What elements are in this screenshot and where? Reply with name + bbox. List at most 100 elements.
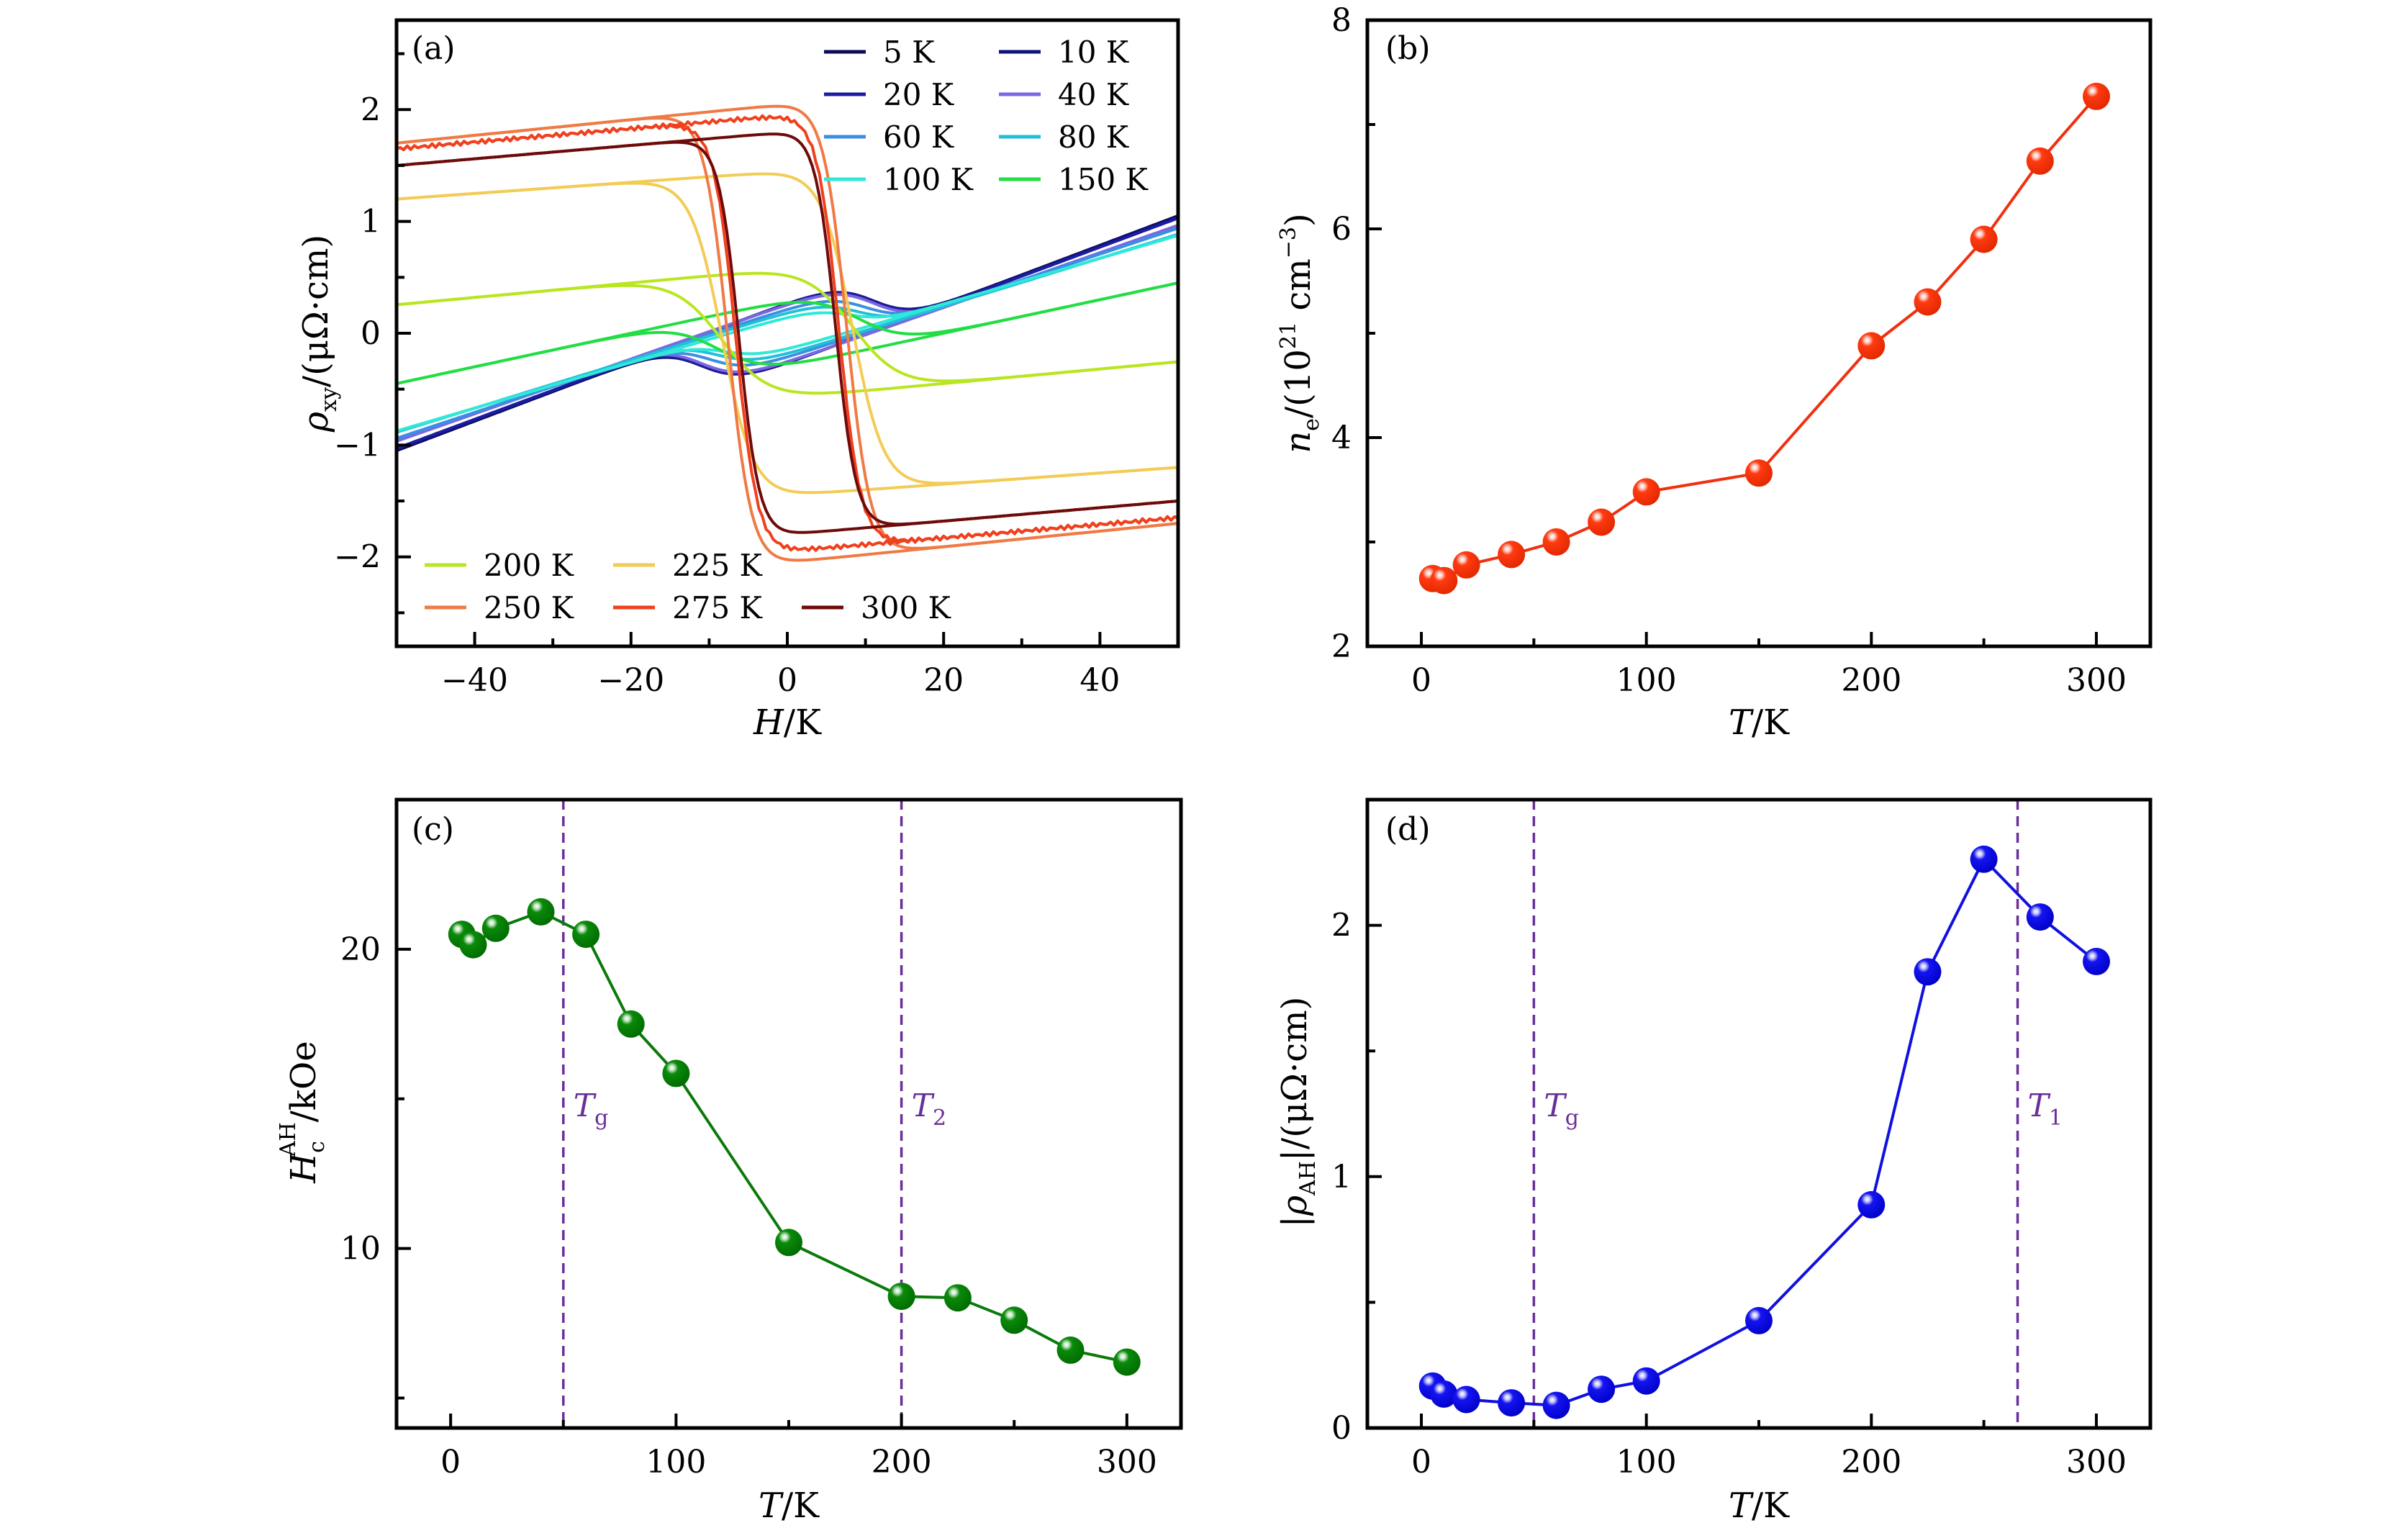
x-axis-unit: /K (782, 1486, 820, 1526)
y-axis-unit: /kOe (284, 1041, 324, 1122)
data-point-T200 (887, 1283, 915, 1311)
curve-20k-down (397, 217, 1178, 450)
y-axis-unit: |/(μΩ·cm) (1275, 997, 1315, 1161)
data-point-T200 (1857, 332, 1886, 360)
data-markers (448, 898, 1141, 1376)
x-axis-unit: /K (1752, 702, 1790, 743)
x-axis-title: T/K (1729, 1486, 1790, 1526)
reference-label-sub: 1 (2049, 1106, 2063, 1131)
curve-5k-up (397, 214, 1178, 452)
y-axis-sub: e (1299, 418, 1324, 431)
data-point-T250 (1970, 225, 1998, 253)
data-point-T300 (2083, 947, 2110, 975)
curve-300k-down (397, 140, 1178, 534)
plot-frame (394, 797, 1183, 1430)
plot-frame (1365, 18, 2153, 648)
x-tick-label: 20 (923, 662, 964, 699)
data-point-T40 (1498, 541, 1526, 569)
legend-label: 225 K (672, 548, 764, 583)
data-line (1432, 95, 2098, 582)
curve-5k-down (397, 214, 1178, 452)
y-tick-label: 0 (361, 315, 381, 352)
x-axis-var: T (1729, 702, 1754, 743)
reference-line-label: T1 (2028, 1088, 2063, 1131)
curve-100k-down (397, 234, 1178, 433)
y-tick-label: −1 (334, 427, 381, 464)
x-tick-label: 200 (1841, 662, 1901, 699)
y-tick-label: 2 (1331, 628, 1352, 665)
x-tick-label: 100 (646, 1444, 706, 1480)
curve-225k-up (397, 172, 1178, 485)
y-tick-label: 1 (1331, 1159, 1352, 1195)
data-markers (1418, 82, 2110, 595)
curve-250k-up (397, 104, 1178, 550)
legend-label: 250 K (484, 590, 575, 625)
y-axis-title: HcAH/kOe (276, 1041, 330, 1184)
y-tick-label: 2 (361, 91, 381, 128)
x-axis-title: H/K (753, 702, 822, 743)
y-tick-label: 6 (1331, 211, 1352, 248)
data-point-T200 (1857, 1190, 1886, 1219)
curve-80k-down (397, 232, 1178, 434)
panel-b: 0 100 200 300 2 4 6 8 (b) T/K ne/(1021 cm−3) (1276, 2, 2153, 743)
y-tick-label: 0 (1331, 1410, 1352, 1447)
reference-label-var: T (912, 1088, 936, 1124)
legend-label: 300 K (861, 590, 952, 625)
axis-ticks: 0 100 200 300 2 4 6 8 (1331, 2, 2127, 699)
series-line (461, 910, 1128, 1364)
x-axis-unit: /K (1752, 1486, 1790, 1526)
data-point-T250 (1970, 845, 1998, 873)
legend-label: 200 K (484, 548, 575, 583)
data-point-T225 (1914, 288, 1942, 316)
x-tick-label: 300 (1097, 1444, 1157, 1480)
y-axis-sup-2: −3 (1276, 227, 1301, 258)
curve-40k-down (397, 224, 1178, 443)
reference-label-var: T (2028, 1088, 2052, 1124)
reference-label-var: T (1544, 1088, 1567, 1124)
y-axis-sub: c (304, 1141, 330, 1153)
x-tick-label: −40 (441, 662, 508, 699)
y-axis-var: n (1278, 431, 1318, 453)
y-axis-sub: xy (317, 387, 342, 412)
data-point-T300 (2083, 82, 2110, 110)
curve-10k-down (397, 215, 1178, 451)
axis-ticks: −40 −20 0 20 40 −2 −1 0 1 2 (334, 52, 1120, 699)
data-markers (1418, 845, 2110, 1419)
series-line (1432, 95, 2098, 582)
data-point-T80 (1588, 508, 1616, 536)
panel-label: (d) (1385, 811, 1431, 848)
data-point-T150 (1745, 1306, 1773, 1334)
curve-275k-up (397, 114, 1178, 543)
y-tick-label: −2 (334, 539, 381, 576)
data-point-T300 (1113, 1348, 1141, 1376)
x-tick-label: 0 (777, 662, 797, 699)
y-tick-label: 4 (1331, 420, 1352, 456)
legend-label: 5 K (883, 35, 936, 70)
x-axis-title: T/K (759, 1486, 820, 1526)
legend-label: 60 K (883, 119, 955, 155)
y-axis-pre: | (1275, 1216, 1315, 1227)
y-axis-var: ρ (1275, 1195, 1315, 1216)
y-tick-label: 8 (1331, 2, 1352, 39)
x-axis-var: T (759, 1486, 784, 1526)
y-axis-var: ρ (296, 412, 336, 433)
curve-300k-up (397, 132, 1178, 526)
y-axis-title: |ρAH|/(μΩ·cm) (1275, 997, 1321, 1228)
y-axis-unit: /(μΩ·cm) (296, 235, 336, 387)
panel-label: (b) (1385, 30, 1431, 67)
y-axis-title: ρxy/(μΩ·cm) (296, 235, 342, 433)
reference-line-label: T2 (912, 1088, 946, 1131)
curve-100k-up (397, 234, 1178, 433)
y-axis-sup: AH (276, 1122, 301, 1157)
curve-10k-up (397, 215, 1178, 451)
y-tick-label: 20 (340, 931, 381, 968)
y-tick-label: 10 (340, 1231, 381, 1267)
curve-200k-up (397, 271, 1178, 383)
data-point-T150 (775, 1229, 802, 1257)
data-point-T60 (572, 921, 600, 949)
y-axis-sup-1: 21 (1276, 322, 1301, 349)
curve-150k-down (397, 281, 1178, 385)
reference-label-sub: 2 (933, 1106, 946, 1131)
data-point-T40 (527, 898, 555, 926)
